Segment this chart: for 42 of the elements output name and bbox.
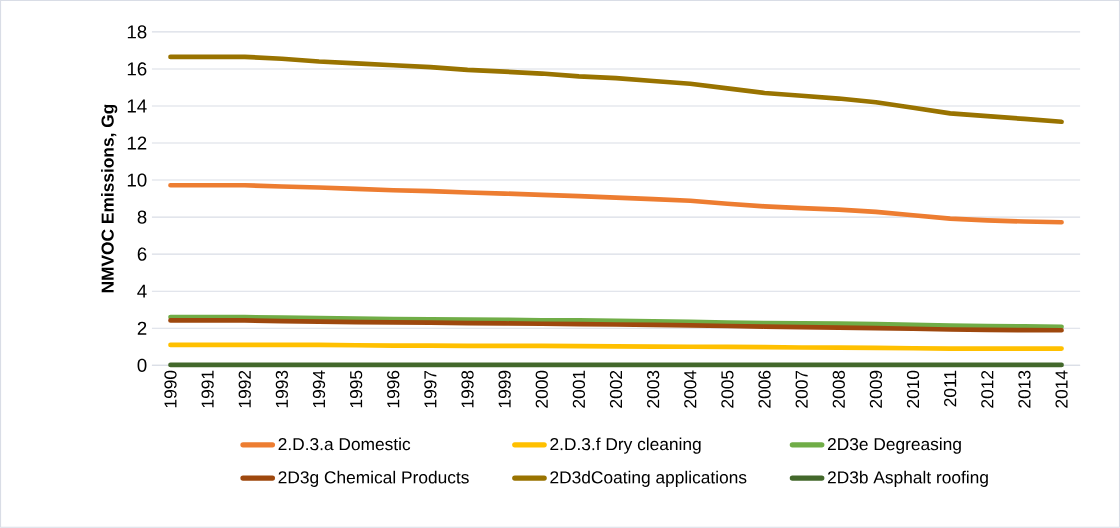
legend-label: 2D3dCoating applications bbox=[550, 470, 747, 488]
y-tick-label: 12 bbox=[127, 136, 147, 150]
legend-label: 2.D.3.f Dry cleaning bbox=[550, 437, 701, 454]
legend-label: 2D3g Chemical Products bbox=[278, 470, 469, 488]
x-tick-label: 2002 bbox=[609, 370, 623, 408]
x-tick-label: 1998 bbox=[461, 370, 474, 408]
x-tick-label: 1991 bbox=[201, 370, 214, 408]
x-tick-label: 1990 bbox=[164, 370, 177, 408]
x-tick-label: 1997 bbox=[424, 370, 437, 408]
x-tick-label: 2004 bbox=[684, 370, 697, 408]
x-tick-label: 2000 bbox=[535, 370, 548, 408]
legend-label: 2D3e Degreasing bbox=[827, 437, 961, 454]
x-tick-label: 2012 bbox=[981, 370, 994, 408]
x-tick-label: 2014 bbox=[1055, 370, 1068, 408]
x-tick-label: 2001 bbox=[572, 370, 586, 408]
x-tick-label: 2009 bbox=[869, 370, 883, 408]
y-tick-label: 4 bbox=[137, 284, 147, 298]
y-tick-label: 8 bbox=[137, 210, 147, 224]
y-tick-label: 2 bbox=[137, 321, 147, 335]
y-tick-label: 6 bbox=[137, 247, 147, 261]
y-tick-label: 0 bbox=[137, 358, 147, 372]
x-tick-label: 2006 bbox=[758, 370, 771, 408]
x-tick-label: 2011 bbox=[944, 370, 957, 407]
legend-label: 2D3b Asphalt roofing bbox=[827, 470, 988, 488]
x-tick-label: 1992 bbox=[238, 370, 251, 408]
x-tick-label: 1993 bbox=[275, 370, 288, 408]
y-tick-label: 16 bbox=[127, 62, 147, 76]
x-tick-label: 1995 bbox=[349, 370, 363, 408]
x-tick-label: 1999 bbox=[498, 370, 511, 408]
x-tick-label: 2005 bbox=[721, 370, 734, 408]
y-tick-label: 18 bbox=[127, 25, 147, 39]
x-tick-label: 1994 bbox=[312, 370, 326, 408]
x-tick-label: 2008 bbox=[832, 370, 845, 408]
x-tick-label: 2003 bbox=[647, 370, 660, 408]
x-tick-label: 2007 bbox=[795, 370, 808, 408]
y-axis-title: NMVOC Emissions, Gg bbox=[101, 104, 118, 293]
legend-label: 2.D.3.a Domestic bbox=[278, 437, 411, 451]
x-tick-label: 2013 bbox=[1018, 370, 1031, 408]
y-tick-label: 14 bbox=[127, 99, 147, 113]
x-tick-label: 1996 bbox=[387, 370, 400, 408]
y-tick-label: 10 bbox=[127, 173, 147, 187]
x-tick-label: 2010 bbox=[906, 370, 920, 408]
